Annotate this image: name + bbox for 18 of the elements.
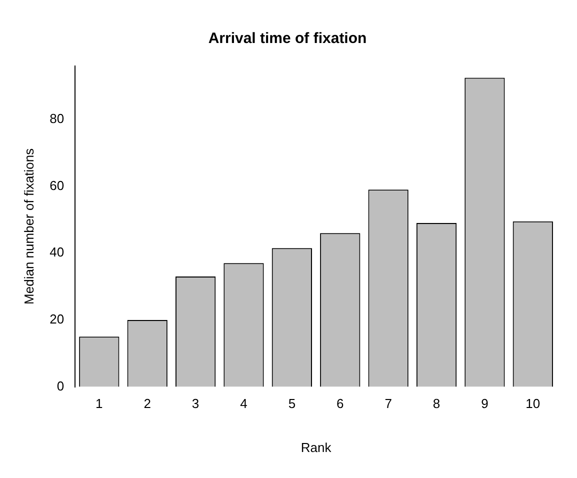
y-tick-label: 40 [50, 244, 64, 260]
x-tick-label: 9 [481, 396, 488, 412]
y-tick-label: 20 [50, 312, 64, 327]
y-tick-label: 0 [56, 378, 64, 394]
x-tick-label: 10 [526, 396, 540, 412]
x-tick-label: 1 [96, 396, 103, 412]
x-tick-label: 8 [432, 396, 440, 412]
x-tick-label: 4 [240, 396, 248, 412]
x-tick-label: 7 [384, 396, 392, 412]
x-axis-title: Rank [300, 440, 332, 455]
x-tick-label: 5 [288, 396, 296, 412]
chart-title: Arrival time of fixation [208, 30, 367, 48]
y-axis-title: Median number of fixations [21, 148, 36, 304]
y-tick-label: 60 [50, 178, 64, 193]
x-tick-label: 2 [144, 396, 151, 412]
x-tick-label: 3 [192, 396, 200, 412]
x-tick-label: 6 [336, 396, 344, 412]
y-tick-label: 80 [50, 111, 64, 126]
